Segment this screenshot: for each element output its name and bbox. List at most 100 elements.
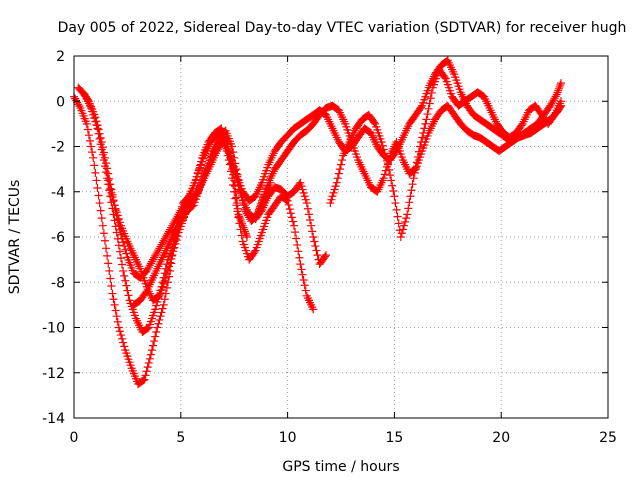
data-point-marker <box>93 121 102 130</box>
data-point-marker <box>160 295 169 304</box>
data-point-marker <box>327 195 336 204</box>
y-tick-label: -8 <box>51 275 65 291</box>
data-point-marker <box>555 82 564 91</box>
data-point-marker <box>116 254 125 263</box>
data-point-marker <box>380 149 389 158</box>
data-point-marker <box>153 323 162 332</box>
data-point-marker <box>99 229 108 238</box>
data-point-marker <box>95 129 104 138</box>
data-point-marker <box>552 90 561 99</box>
data-point-marker <box>299 275 308 284</box>
data-point-marker <box>229 180 238 189</box>
data-point-marker <box>119 266 128 275</box>
data-point-marker <box>382 156 391 165</box>
data-point-marker <box>150 337 159 346</box>
data-point-marker <box>311 242 320 251</box>
data-point-marker <box>139 376 148 385</box>
data-point-marker <box>103 251 112 260</box>
data-point-marker <box>122 249 131 258</box>
data-point-marker <box>110 201 119 210</box>
y-axis-label: SDTVAR / TECUs <box>7 180 23 295</box>
data-point-marker <box>405 198 414 207</box>
data-point-marker <box>155 315 164 324</box>
data-point-marker <box>122 281 131 290</box>
chart-title: Day 005 of 2022, Sidereal Day-to-day VTE… <box>58 20 627 36</box>
data-point-marker <box>556 81 565 90</box>
data-point-marker <box>337 160 345 169</box>
x-tick-label: 15 <box>385 430 403 446</box>
data-point-marker <box>96 206 105 215</box>
data-point-marker <box>169 247 178 256</box>
data-point-marker <box>82 119 91 128</box>
data-point-marker <box>407 186 416 195</box>
x-axis-label: GPS time / hours <box>282 459 399 475</box>
data-point-marker <box>94 191 103 200</box>
data-point-marker <box>87 142 96 151</box>
axes <box>73 55 609 419</box>
data-point-marker <box>440 73 449 82</box>
data-point-marker <box>161 289 170 298</box>
data-point-marker <box>118 334 127 343</box>
data-point-marker <box>234 213 243 222</box>
data-point-marker <box>233 207 242 216</box>
x-tick-label: 25 <box>599 430 617 446</box>
data-point-marker <box>115 218 124 227</box>
data-point-marker <box>151 305 160 314</box>
data-point-marker <box>426 94 435 103</box>
data-point-marker <box>383 160 392 169</box>
data-point-marker <box>333 174 342 183</box>
data-point-marker <box>322 251 331 260</box>
data-point-marker <box>95 199 104 208</box>
data-point-marker <box>393 212 402 221</box>
data-point-marker <box>149 341 158 350</box>
data-point-marker <box>554 86 563 95</box>
data-point-marker <box>410 168 419 177</box>
data-point-marker <box>100 236 109 245</box>
data-point-marker <box>306 216 315 225</box>
data-point-marker <box>320 252 329 261</box>
data-point-marker <box>398 225 407 234</box>
data-point-marker <box>109 197 118 206</box>
data-point-marker <box>300 192 309 201</box>
data-point-marker <box>296 178 305 187</box>
data-point-marker <box>424 104 433 113</box>
y-tick-labels: -14 -12 -10 -8 -6 -4 -2 0 2 <box>42 49 65 427</box>
data-point-marker <box>231 194 240 203</box>
data-point-marker <box>335 165 344 174</box>
data-point-marker <box>104 169 113 178</box>
data-point-marker <box>98 221 107 230</box>
data-point-marker <box>385 165 394 174</box>
data-point-marker <box>92 117 101 126</box>
data-point-marker <box>232 201 241 210</box>
data-point-marker <box>109 295 118 304</box>
data-point-marker <box>386 171 395 180</box>
data-point-marker <box>140 375 149 384</box>
data-point-marker <box>91 168 100 177</box>
data-point-marker <box>284 200 293 209</box>
data-point-marker <box>146 350 155 359</box>
data-point-marker <box>294 247 303 256</box>
data-point-marker <box>417 103 426 112</box>
data-point-marker <box>104 176 113 185</box>
data-point-marker <box>107 282 116 291</box>
x-tick-label: 0 <box>70 430 79 446</box>
data-point-marker <box>326 199 335 208</box>
data-point-marker <box>236 225 245 234</box>
data-point-marker <box>105 266 114 275</box>
data-point-marker <box>416 142 425 151</box>
data-point-marker <box>226 152 235 161</box>
data-point-marker <box>378 141 387 150</box>
data-point-marker <box>145 354 154 363</box>
data-point-marker <box>112 208 121 217</box>
data-point-marker <box>427 88 436 97</box>
data-point-marker <box>230 162 239 171</box>
data-point-marker <box>328 192 337 201</box>
data-point-marker <box>152 328 161 337</box>
data-point-marker <box>123 286 132 295</box>
data-point-marker <box>111 204 120 213</box>
data-point-marker <box>237 231 246 240</box>
data-point-marker <box>406 192 415 201</box>
data-point-marker <box>412 158 421 167</box>
data-point-marker <box>300 281 309 290</box>
